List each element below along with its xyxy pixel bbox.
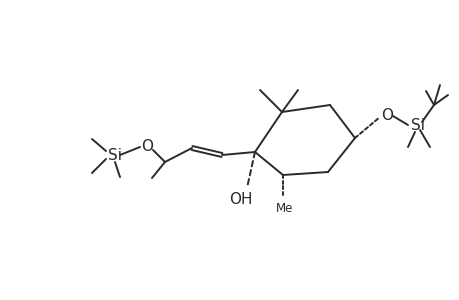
Text: Si: Si	[108, 148, 122, 163]
Text: O: O	[380, 107, 392, 122]
Text: O: O	[141, 139, 153, 154]
Text: Me: Me	[276, 202, 293, 215]
Text: Si: Si	[410, 118, 424, 133]
Text: OH: OH	[229, 193, 252, 208]
